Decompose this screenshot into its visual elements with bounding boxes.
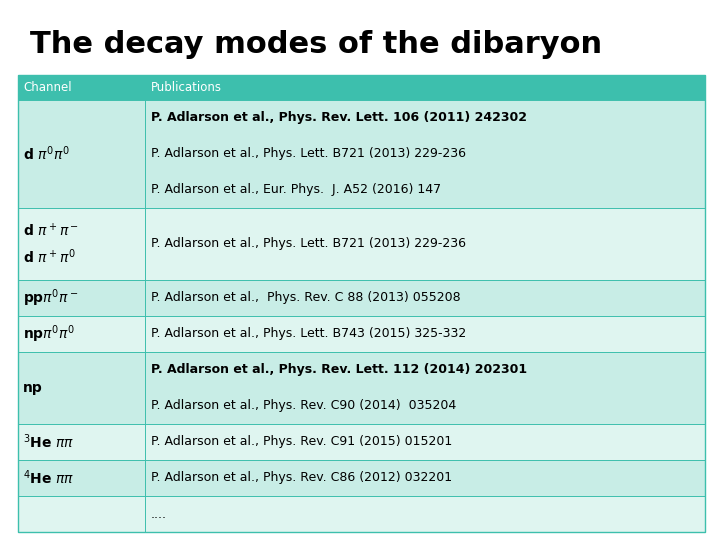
Text: $^4$He $\pi\pi$: $^4$He $\pi\pi$ — [23, 469, 74, 487]
Text: Publications: Publications — [151, 81, 222, 94]
Text: Channel: Channel — [23, 81, 71, 94]
Text: The decay modes of the dibaryon: The decay modes of the dibaryon — [30, 30, 602, 59]
Text: P. Adlarson et al., Phys. Lett. B721 (2013) 229-236: P. Adlarson et al., Phys. Lett. B721 (20… — [151, 147, 466, 160]
Bar — [18, 100, 705, 208]
Text: ....: .... — [151, 508, 167, 521]
Text: P. Adlarson et al., Phys. Lett. B743 (2015) 325-332: P. Adlarson et al., Phys. Lett. B743 (20… — [151, 327, 467, 341]
Text: pp$\pi^0\pi^-$: pp$\pi^0\pi^-$ — [23, 287, 78, 309]
Bar — [18, 496, 705, 532]
Text: P. Adlarson et al.,  Phys. Rev. C 88 (2013) 055208: P. Adlarson et al., Phys. Rev. C 88 (201… — [151, 292, 461, 305]
Text: P. Adlarson et al., Phys. Rev. Lett. 106 (2011) 242302: P. Adlarson et al., Phys. Rev. Lett. 106… — [151, 111, 527, 125]
Bar — [18, 352, 705, 424]
Text: P. Adlarson et al., Phys. Lett. B721 (2013) 229-236: P. Adlarson et al., Phys. Lett. B721 (20… — [151, 238, 466, 251]
Text: np: np — [23, 381, 42, 395]
Bar — [18, 75, 705, 532]
Bar — [18, 75, 705, 100]
Text: P. Adlarson et al., Phys. Rev. C86 (2012) 032201: P. Adlarson et al., Phys. Rev. C86 (2012… — [151, 471, 452, 484]
Text: P. Adlarson et al., Phys. Rev. Lett. 112 (2014) 202301: P. Adlarson et al., Phys. Rev. Lett. 112… — [151, 363, 527, 376]
Text: d $\pi^0\pi^0$: d $\pi^0\pi^0$ — [23, 145, 70, 163]
Text: P. Adlarson et al., Phys. Rev. C90 (2014)  035204: P. Adlarson et al., Phys. Rev. C90 (2014… — [151, 400, 456, 413]
Bar — [18, 280, 705, 316]
Bar — [18, 460, 705, 496]
Text: $^3$He $\pi\pi$: $^3$He $\pi\pi$ — [23, 433, 74, 451]
Text: P. Adlarson et al., Eur. Phys.  J. A52 (2016) 147: P. Adlarson et al., Eur. Phys. J. A52 (2… — [151, 184, 441, 197]
Text: P. Adlarson et al., Phys. Rev. C91 (2015) 015201: P. Adlarson et al., Phys. Rev. C91 (2015… — [151, 435, 452, 449]
Text: np$\pi^0\pi^0$: np$\pi^0\pi^0$ — [23, 323, 75, 345]
Bar — [18, 208, 705, 280]
Text: d $\pi^+\pi^-$
d $\pi^+\pi^0$: d $\pi^+\pi^-$ d $\pi^+\pi^0$ — [23, 222, 79, 266]
Bar — [18, 316, 705, 352]
Bar — [18, 424, 705, 460]
